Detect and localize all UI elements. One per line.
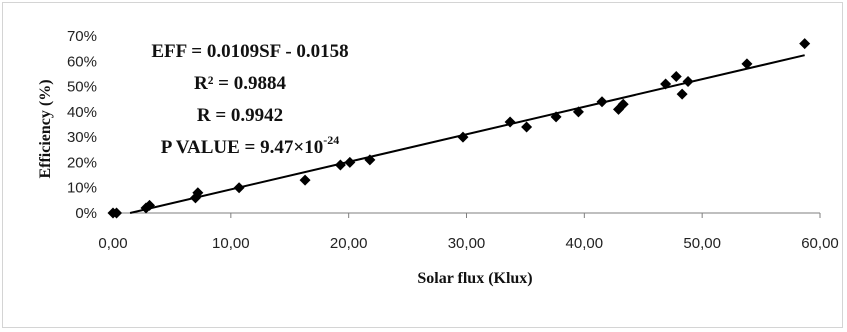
p-value-text: P VALUE = 9.47×10 [161, 137, 323, 158]
data-point [457, 131, 469, 143]
r-label: R = 0.9942 [197, 105, 283, 126]
y-tick-label: 50% [67, 79, 97, 96]
r-squared-label: R² = 0.9884 [194, 73, 286, 94]
y-axis-title: Efficiency (%) [37, 79, 54, 178]
y-tick-label: 60% [67, 53, 97, 70]
y-tick-label: 40% [67, 104, 97, 121]
chart-frame [2, 2, 843, 328]
x-tick-label: 40,00 [566, 235, 604, 252]
data-point [660, 78, 672, 90]
data-point [334, 159, 346, 171]
r-squared-value: = 0.9884 [213, 73, 286, 94]
data-point [670, 70, 682, 82]
y-tick-label: 10% [67, 180, 97, 197]
data-point [504, 116, 516, 128]
x-tick-label: 20,00 [330, 235, 368, 252]
x-tick-label: 60,00 [801, 235, 839, 252]
data-point [596, 96, 608, 108]
regression-annotations: EFF = 0.0109SF - 0.0158 R² = 0.9884 R = … [151, 41, 348, 158]
data-point [144, 199, 156, 211]
y-tick-label: 0% [75, 205, 97, 222]
data-point [299, 174, 311, 186]
data-point [682, 76, 694, 88]
y-tick-label: 30% [67, 129, 97, 146]
y-tick-label: 70% [67, 28, 97, 45]
data-point [344, 156, 356, 168]
equation-label: EFF = 0.0109SF - 0.0158 [151, 41, 348, 62]
data-point [521, 121, 533, 133]
x-axis-title: Solar flux (Klux) [417, 270, 532, 287]
axes: 0,00 10,00 20,00 30,00 40,00 50,00 60,00 0% 10% 2… [67, 28, 839, 252]
data-point [572, 106, 584, 118]
x-tick-label: 10,00 [212, 235, 250, 252]
data-point [111, 207, 123, 219]
data-point [617, 98, 629, 110]
r-squared-symbol: R² [194, 73, 214, 94]
y-tick-label: 20% [67, 154, 97, 171]
data-point [676, 88, 688, 100]
data-point [364, 154, 376, 166]
x-tick-label: 0,00 [98, 235, 127, 252]
data-point [233, 182, 245, 194]
data-point [550, 111, 562, 123]
p-value-exponent: -24 [323, 133, 339, 147]
data-points [107, 38, 811, 219]
data-point [741, 58, 753, 70]
p-value-label: P VALUE = 9.47×10-24 [161, 133, 339, 158]
x-tick-label: 30,00 [448, 235, 486, 252]
data-point [799, 38, 811, 50]
x-tick-label: 50,00 [683, 235, 721, 252]
data-point [192, 187, 204, 199]
